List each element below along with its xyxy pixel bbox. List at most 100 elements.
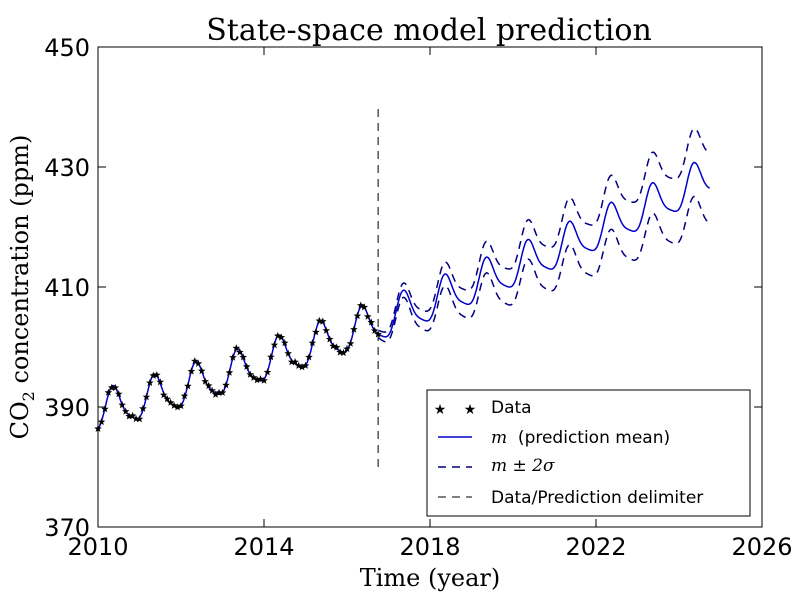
legend-star-marker: ★ [464, 402, 477, 418]
y-axis-label: CO2 concentration (ppm) [6, 135, 38, 440]
legend-entry-sigma: m ± 2σ [438, 456, 555, 476]
ticks-layer: 2010 2014 2018 2022 2026 370 390 410 430 450 [44, 34, 792, 561]
data-point [104, 388, 113, 396]
data-point [229, 353, 237, 361]
y-axis-label-main: CO [6, 401, 34, 439]
data-point [363, 312, 372, 320]
data-point [253, 376, 261, 384]
legend-entry-data: ★ ★ Data [434, 398, 532, 418]
data-point [149, 371, 158, 379]
data-point [187, 367, 196, 375]
data-point [267, 353, 275, 361]
data-point [291, 358, 299, 366]
legend-math-m: m [491, 428, 507, 448]
data-point [325, 335, 334, 343]
legend-entry-delimiter: Data/Prediction delimiter [438, 488, 703, 508]
plot-area: 2010 2014 2018 2022 2026 370 390 410 430 450 [44, 34, 792, 561]
data-point [343, 344, 351, 353]
data-point [225, 368, 234, 376]
data-point [360, 303, 369, 311]
data-point [367, 318, 375, 326]
data-point [114, 390, 123, 398]
x-tick-label: 2018 [399, 533, 460, 561]
y-tick-label: 430 [44, 154, 90, 182]
data-point [153, 371, 161, 379]
data-point [132, 414, 140, 423]
data-point [118, 401, 126, 409]
y-axis-label-subscript: 2 [19, 391, 38, 401]
data-point [332, 343, 341, 351]
data-point [274, 331, 282, 340]
chart-title: State-space model prediction [206, 13, 652, 48]
data-point [260, 376, 268, 384]
data-point [97, 417, 106, 426]
upper-2sigma-line [378, 127, 711, 333]
data-point [146, 378, 154, 387]
y-axis-label-rest: concentration (ppm) [6, 135, 34, 392]
data-point [280, 338, 289, 347]
data-point [197, 367, 206, 375]
data-point [170, 401, 178, 409]
x-tick-label: 2022 [565, 533, 626, 561]
legend-entry-mean: m (prediction mean) [438, 428, 670, 448]
data-point [374, 330, 382, 338]
data-point [121, 407, 130, 415]
data-point [346, 339, 355, 347]
data-point [294, 361, 303, 369]
data-point [370, 326, 379, 334]
data-point [336, 348, 344, 356]
data-point [139, 404, 147, 412]
legend-label-delimiter: Data/Prediction delimiter [491, 488, 703, 508]
y-tick-label: 450 [44, 34, 90, 62]
data-point [108, 383, 116, 391]
y-tick-label: 390 [44, 394, 90, 422]
data-point [180, 392, 189, 400]
x-axis-label: Time (year) [360, 564, 501, 592]
data-point [222, 381, 230, 389]
data-point [111, 383, 120, 391]
legend: ★ ★ Data m (prediction mean) m ± 2σ Data… [426, 389, 751, 517]
data-point [287, 358, 296, 366]
data-point [101, 405, 109, 413]
data-point [201, 377, 209, 385]
data-point [249, 373, 258, 381]
data-point [242, 362, 251, 370]
data-point [270, 340, 279, 349]
x-tick-label: 2014 [233, 533, 294, 561]
data-point [308, 339, 317, 347]
data-point [298, 363, 306, 371]
data-point [350, 325, 358, 333]
lower-2sigma-line [378, 195, 711, 343]
data-point [315, 316, 324, 325]
data-point [301, 361, 310, 369]
data-point [305, 353, 313, 361]
data-point [184, 382, 192, 390]
data-point [339, 348, 348, 357]
data-point [246, 370, 254, 378]
data-point [353, 311, 362, 320]
data-point [263, 368, 272, 376]
data-point [177, 401, 185, 410]
data-point [159, 391, 168, 399]
data-point [204, 381, 213, 389]
data-point [215, 388, 223, 396]
data-point [256, 375, 265, 383]
data-point [319, 317, 327, 325]
data-point [277, 333, 286, 341]
y-tick-label: 410 [44, 274, 90, 302]
x-tick-label: 2010 [67, 533, 128, 561]
data-point [163, 395, 171, 403]
data-point [322, 326, 331, 334]
data-point [357, 301, 365, 309]
data-point [236, 348, 244, 356]
legend-box [426, 389, 751, 517]
data-point [173, 403, 182, 411]
series-layer [94, 107, 711, 467]
data-point [284, 349, 292, 357]
data-point [329, 342, 337, 350]
legend-label-data: Data [491, 398, 532, 418]
x-tick-label: 2026 [731, 533, 792, 561]
data-point [218, 388, 227, 396]
legend-label-mean: m (prediction mean) [491, 428, 670, 448]
